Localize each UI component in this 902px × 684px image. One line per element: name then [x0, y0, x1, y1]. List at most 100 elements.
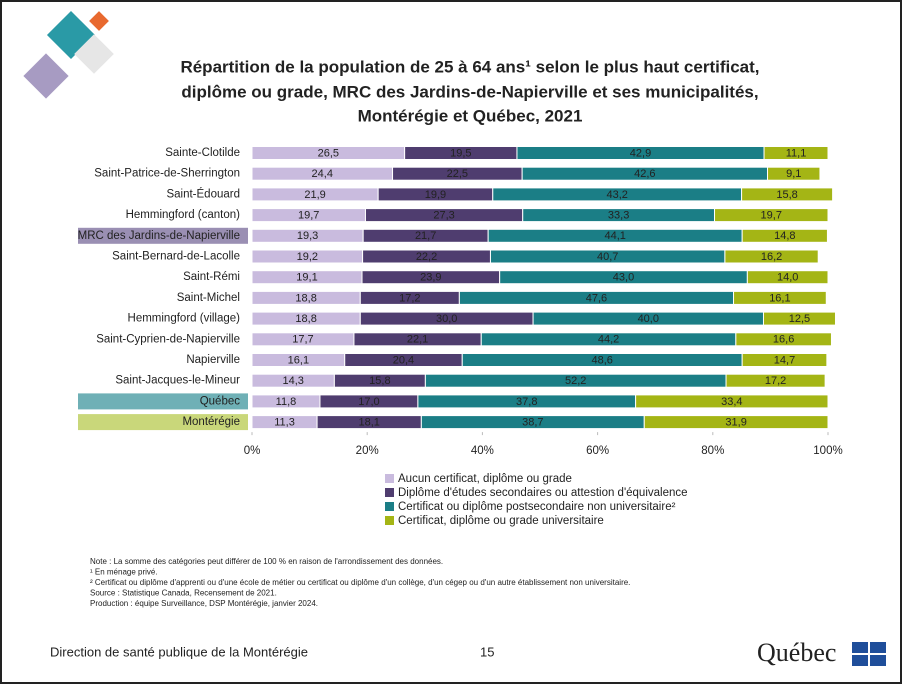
value-label: 40,7 [597, 251, 618, 263]
value-label: 11,1 [786, 147, 807, 159]
value-label: 22,1 [407, 334, 428, 346]
value-label: 19,9 [425, 189, 446, 201]
category-highlight [78, 414, 248, 431]
value-label: 15,8 [776, 189, 797, 201]
legend-label: Aucun certificat, diplôme ou grade [398, 473, 572, 485]
value-label: 24,4 [312, 168, 333, 180]
x-tick-label: 60% [586, 445, 609, 457]
category-highlight [78, 393, 248, 410]
value-label: 16,2 [761, 251, 782, 263]
value-label: 14,3 [282, 375, 303, 387]
x-tick-label: 20% [356, 445, 379, 457]
value-label: 30,0 [436, 313, 457, 325]
bar-segment [762, 311, 836, 326]
bar-segment [733, 290, 827, 305]
category-label: Napierville [186, 354, 240, 366]
chart-title: Répartition de la population de 25 à 64 … [180, 57, 759, 76]
category-label: Québec [200, 395, 241, 407]
value-label: 19,3 [297, 230, 318, 242]
value-label: 23,9 [420, 272, 441, 284]
category-label: Saint-Rémi [183, 271, 240, 283]
legend-swatch [385, 488, 394, 497]
value-label: 19,1 [296, 272, 317, 284]
value-label: 37,8 [516, 396, 537, 408]
value-label: 43,0 [613, 272, 634, 284]
bar-segment [763, 146, 829, 160]
note: ¹ En ménage privé. [90, 568, 158, 577]
value-label: 16,6 [773, 334, 794, 346]
value-label: 18,8 [295, 292, 316, 304]
value-label: 19,5 [450, 147, 471, 159]
bar-segment [741, 187, 834, 202]
value-label: 11,3 [274, 417, 295, 429]
value-label: 33,4 [721, 396, 742, 408]
x-tick-label: 80% [701, 445, 724, 457]
value-label: 42,9 [630, 147, 651, 159]
category-label: Saint-Patrice-de-Sherrington [94, 168, 240, 180]
x-tick-label: 0% [244, 445, 261, 457]
footer-organization: Direction de santé publique de la Montér… [50, 644, 308, 659]
category-label: Sainte-Clotilde [165, 147, 240, 159]
value-label: 14,0 [777, 272, 798, 284]
bar-segment [741, 353, 828, 367]
value-label: 16,1 [288, 354, 309, 366]
category-label: Saint-Jacques-le-Mineur [115, 375, 240, 387]
legend-label: Certificat, diplôme ou grade universitai… [398, 515, 604, 527]
category-label: MRC des Jardins-de-Napierville [78, 230, 240, 242]
note: Source : Statistique Canada, Recensement… [90, 589, 277, 598]
x-tick-label: 100% [813, 445, 842, 457]
deco-diamond [89, 11, 109, 31]
note: Production : équipe Surveillance, DSP Mo… [90, 599, 318, 608]
category-label: Hemmingford (canton) [126, 209, 241, 221]
value-label: 21,7 [415, 230, 436, 242]
value-label: 27,3 [433, 210, 454, 222]
value-label: 52,2 [565, 375, 586, 387]
value-label: 20,4 [393, 354, 414, 366]
value-label: 44,1 [604, 230, 625, 242]
legend-label: Diplôme d'études secondaires ou attestio… [398, 487, 688, 499]
category-highlight [78, 227, 248, 244]
value-label: 42,6 [634, 168, 655, 180]
value-label: 38,7 [522, 417, 543, 429]
legend-swatch [385, 516, 394, 525]
value-label: 17,0 [358, 396, 379, 408]
bar-segment [767, 166, 821, 181]
legend-swatch [385, 474, 394, 483]
logo-text: Québec [757, 638, 836, 667]
chart-title: diplôme ou grade, MRC des Jardins-de-Nap… [181, 82, 758, 101]
note: ² Certificat ou diplôme d'apprenti ou d'… [90, 578, 630, 587]
bar-segment [741, 228, 828, 243]
value-label: 19,7 [761, 210, 782, 222]
category-label: Hemmingford (village) [128, 313, 241, 325]
category-label: Saint-Cyprien-de-Napierville [96, 333, 240, 345]
value-label: 22,5 [447, 168, 468, 180]
value-label: 44,2 [598, 334, 619, 346]
category-label: Saint-Édouard [166, 187, 240, 200]
value-label: 15,8 [369, 375, 390, 387]
value-label: 17,7 [292, 334, 313, 346]
value-label: 22,2 [416, 251, 437, 263]
value-label: 26,5 [318, 147, 339, 159]
deco-diamond [74, 34, 114, 74]
value-label: 31,9 [725, 417, 746, 429]
page-number: 15 [480, 644, 494, 659]
x-tick-label: 40% [471, 445, 494, 457]
category-label: Saint-Bernard-de-Lacolle [112, 251, 240, 263]
value-label: 47,6 [586, 292, 607, 304]
chart-title: Montérégie et Québec, 2021 [358, 106, 583, 125]
legend-swatch [385, 502, 394, 511]
value-label: 16,1 [769, 292, 790, 304]
bar-segment [635, 394, 829, 409]
category-label: Montérégie [182, 416, 240, 428]
logo-flag [852, 642, 886, 666]
legend-label: Certificat ou diplôme postsecondaire non… [398, 501, 676, 513]
bar-segment [724, 249, 819, 264]
value-label: 48,6 [591, 354, 612, 366]
value-label: 17,2 [399, 292, 420, 304]
value-label: 33,3 [608, 210, 629, 222]
category-label: Saint-Michel [177, 292, 240, 304]
value-label: 11,8 [276, 396, 297, 408]
bar-segment [746, 270, 829, 285]
value-label: 14,8 [774, 230, 795, 242]
